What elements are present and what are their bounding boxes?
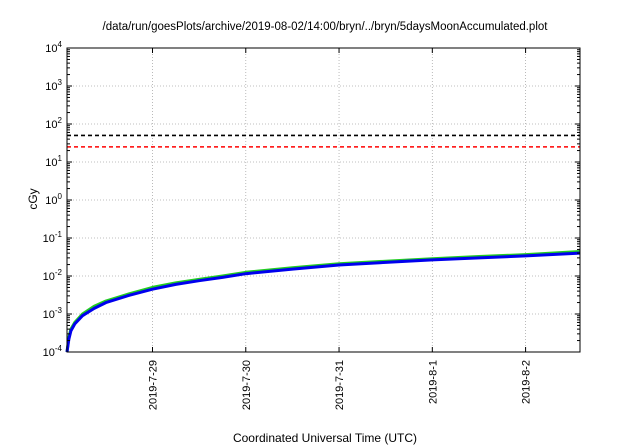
y-tick-exponent: 4 (58, 40, 63, 49)
x-tick-label: 2019-8-1 (427, 360, 439, 404)
y-tick-base: 10 (43, 271, 55, 283)
reference-lines (67, 134, 580, 148)
y-tick-exponent: 2 (58, 116, 63, 125)
x-axis-ticks: 2019-7-29 2019-7-30 2019-7-31 2019-8-1 2019-… (148, 48, 533, 410)
y-tick-label: 10-3 (43, 306, 63, 321)
y-tick-label: 103 (45, 78, 62, 93)
series-lines (65, 250, 581, 353)
y-tick-base: 10 (45, 81, 57, 93)
y-tick-base: 10 (43, 309, 55, 321)
y-tick-base: 10 (43, 347, 55, 359)
y-tick-label: 104 (45, 40, 62, 55)
x-tick-label: 2019-7-30 (241, 360, 253, 410)
x-tick-label: 2019-7-29 (148, 360, 160, 410)
dose-series-line (65, 251, 581, 353)
x-tick-label: 2019-7-31 (334, 360, 346, 410)
y-tick-label: 101 (45, 154, 62, 169)
y-tick-exponent: -2 (55, 268, 63, 277)
y-tick-label: 10-1 (43, 230, 63, 245)
y-tick-exponent: -1 (55, 230, 63, 239)
y-tick-exponent: -4 (55, 344, 63, 353)
plot-frame (66, 47, 581, 353)
x-tick-label: 2019-8-2 (521, 360, 533, 404)
y-tick-label: 10-2 (43, 268, 63, 283)
y-tick-base: 10 (43, 233, 55, 245)
grid (67, 48, 580, 352)
y-tick-exponent: 0 (58, 192, 63, 201)
y-tick-base: 10 (45, 195, 57, 207)
x-axis-label: Coordinated Universal Time (UTC) (233, 431, 417, 445)
y-tick-base: 10 (45, 157, 57, 169)
y-tick-label: 100 (45, 192, 62, 207)
chart-title: /data/run/goesPlots/archive/2019-08-02/1… (103, 21, 549, 33)
y-tick-label: 102 (45, 116, 62, 131)
y-tick-exponent: -3 (55, 306, 63, 315)
y-tick-exponent: 1 (58, 154, 63, 163)
y-tick-exponent: 3 (58, 78, 63, 87)
y-axis-label: cGy (26, 188, 40, 209)
y-tick-base: 10 (45, 43, 57, 55)
y-tick-base: 10 (45, 119, 57, 131)
y-tick-label: 10-4 (43, 344, 63, 359)
